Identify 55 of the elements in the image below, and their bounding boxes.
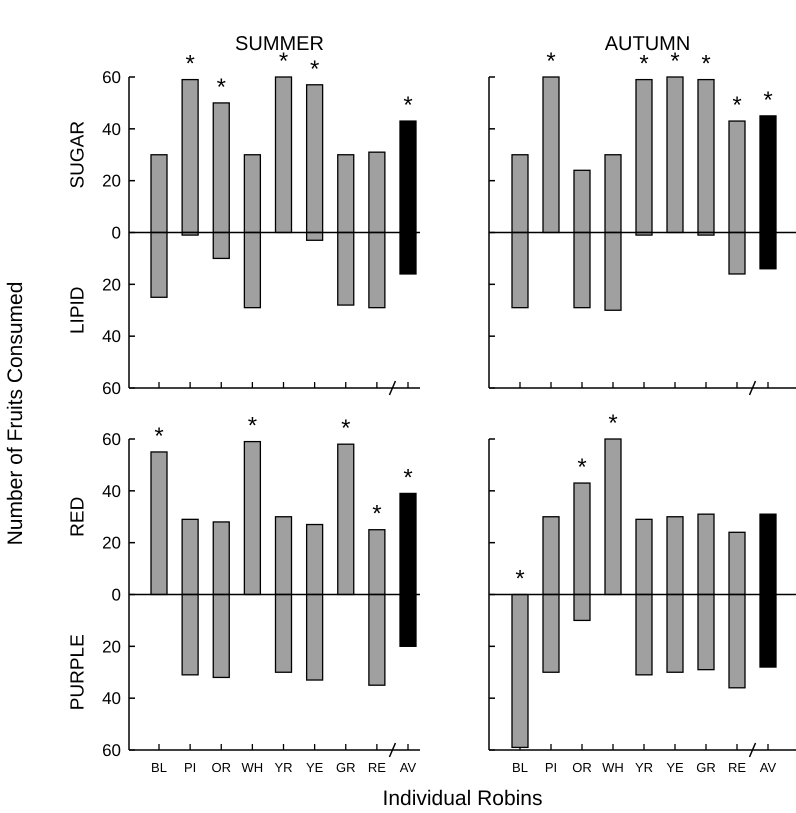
x-tick-label: GR (696, 760, 716, 775)
x-tick-label: OR (572, 760, 592, 775)
text: LIPID (68, 286, 89, 334)
x-tick-label: YE (306, 760, 324, 775)
annotation: * (248, 412, 258, 440)
x-tick-label: PI (184, 760, 196, 775)
annotation: * (185, 50, 195, 78)
text: SUGAR (68, 120, 89, 189)
y-tick-label: 0 (112, 585, 121, 604)
annotation: * (403, 92, 413, 120)
x-tick-label: RE (368, 760, 386, 775)
annotation: * (310, 56, 320, 83)
x-tick-label: BL (151, 760, 167, 775)
x-tick-label: YR (634, 760, 654, 775)
x-tick-label: YE (666, 760, 684, 775)
x-tick-label: AV (400, 760, 417, 775)
y-tick-label: 40 (102, 482, 121, 501)
x-tick-label: OR (212, 760, 231, 775)
annotation: * (763, 86, 773, 114)
x-tick-label: WH (602, 760, 624, 775)
annotation: * (372, 500, 382, 528)
annotation: * (154, 422, 164, 450)
x-tick-label: WH (242, 760, 264, 775)
y-tick-label: 60 (102, 430, 121, 449)
x-tick-label: GR (336, 760, 356, 775)
x-tick-label: RE (728, 760, 746, 775)
y-tick-label: 20 (102, 275, 121, 294)
annotation: * (216, 74, 226, 101)
annotation: * (403, 464, 413, 492)
x-tick-label: YR (274, 760, 293, 775)
annotation: * (732, 92, 742, 120)
x-tick-label: PI (544, 760, 558, 775)
annotation: * (577, 454, 587, 482)
text: RED (68, 496, 89, 537)
y-axis-title: Number of Fruits Consumed (4, 282, 27, 546)
annotation: * (546, 48, 556, 75)
y-tick-label: 40 (102, 120, 121, 139)
y-tick-label: 60 (102, 740, 121, 760)
text: PURPLE (68, 634, 89, 710)
y-tick-label: 0 (112, 223, 121, 242)
y-tick-label: 40 (102, 327, 121, 346)
annotation: * (639, 50, 649, 78)
x-tick-label: AV (760, 760, 777, 775)
x-tick-label: BL (512, 760, 528, 775)
annotation: * (341, 415, 350, 442)
y-tick-label: 20 (102, 172, 121, 191)
annotation: * (608, 410, 618, 437)
y-tick-label: 40 (102, 689, 121, 708)
annotation: * (701, 50, 711, 78)
y-tick-label: 60 (102, 378, 121, 398)
annotation: * (515, 566, 525, 592)
y-tick-label: 20 (102, 534, 121, 553)
y-tick-label: 20 (102, 637, 121, 656)
x-axis-title: Individual Robins (382, 787, 542, 810)
y-tick-label: 60 (102, 68, 121, 87)
